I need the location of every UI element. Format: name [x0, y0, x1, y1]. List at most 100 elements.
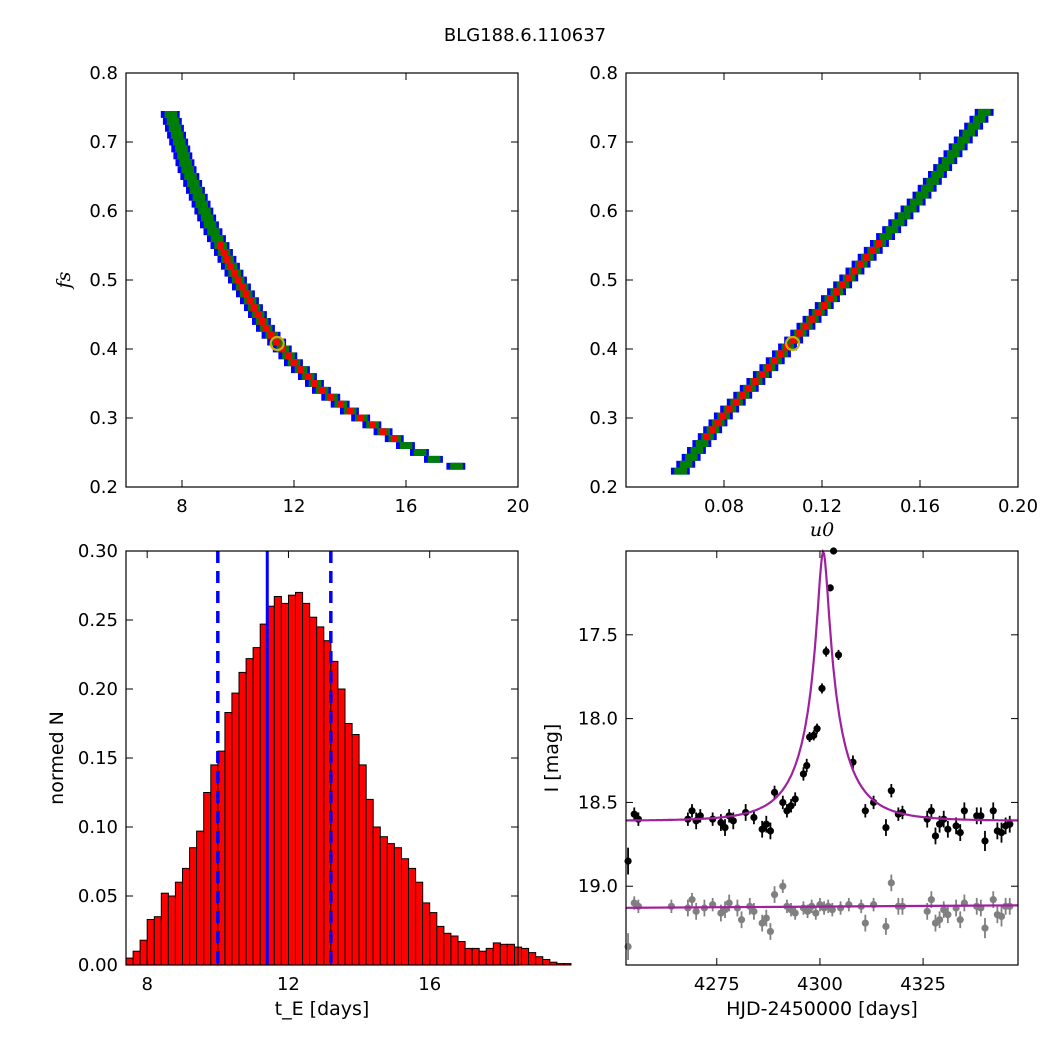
- histogram-bar: [139, 939, 148, 966]
- density-mid-cell: [926, 177, 933, 185]
- density-mid-cell: [177, 131, 184, 139]
- histogram-bar: [478, 950, 487, 966]
- histogram-bar: [344, 723, 353, 966]
- density-outer-cell: [906, 198, 913, 206]
- y-tick-label: 0.4: [89, 339, 118, 360]
- density-mid-cell: [723, 412, 730, 420]
- data-point: [725, 899, 733, 907]
- density-mid-cell: [277, 338, 284, 346]
- density-mid-cell: [674, 467, 681, 475]
- histogram-bar: [528, 952, 537, 966]
- density-mid-cell: [234, 269, 241, 277]
- data-point: [936, 916, 944, 924]
- density-inner-cell: [246, 297, 253, 305]
- histogram-bar: [443, 932, 452, 966]
- data-point: [750, 907, 758, 915]
- data-point: [717, 818, 725, 827]
- data-point: [783, 807, 791, 815]
- density-outer-cell: [833, 281, 840, 289]
- density-mid-cell: [885, 226, 892, 234]
- density-inner-cell: [318, 386, 325, 394]
- density-outer-cell: [928, 171, 935, 178]
- density-outer-cell: [969, 115, 976, 123]
- density-mid-cell: [170, 111, 178, 118]
- density-outer-cell: [953, 136, 961, 144]
- density-outer-cell: [938, 157, 945, 165]
- density-outer-cell: [200, 221, 207, 229]
- density-outer-cell: [670, 467, 678, 475]
- density-mid-cell: [203, 221, 211, 229]
- density-inner-cell: [857, 260, 864, 268]
- density-outer-cell: [733, 391, 740, 399]
- density-outer-cell: [373, 428, 380, 436]
- histogram-bar: [273, 596, 282, 966]
- density-inner-cell: [732, 398, 739, 406]
- density-mid-cell: [406, 442, 413, 449]
- data-point: [803, 907, 812, 915]
- density-mid-cell: [361, 414, 368, 422]
- data-point: [787, 802, 795, 810]
- density-mid-cell: [217, 235, 224, 243]
- data-point: [989, 807, 997, 815]
- density-outer-cell: [772, 350, 779, 358]
- data-point: [766, 927, 775, 936]
- density-outer-cell: [713, 412, 721, 420]
- density-outer-cell: [177, 166, 184, 174]
- density-outer-cell: [778, 343, 785, 351]
- histogram-bar: [471, 947, 480, 966]
- density-mid-cell: [885, 233, 893, 240]
- data-point: [923, 907, 931, 915]
- density-mid-cell: [238, 276, 245, 284]
- best-fit-marker: [269, 335, 285, 352]
- y-axis-label: I [mag]: [541, 724, 563, 793]
- density-outer-cell: [692, 440, 699, 447]
- data-point: [826, 584, 834, 592]
- histogram-bar: [386, 843, 395, 966]
- y-tick-label: 0.2: [89, 477, 118, 498]
- y-tick-label: 0.30: [78, 541, 118, 562]
- density-inner-cell: [250, 304, 257, 312]
- data-point: [630, 810, 638, 818]
- density-outer-cell: [261, 331, 268, 339]
- data-point: [944, 825, 952, 833]
- histogram-bar: [337, 688, 346, 966]
- density-outer-cell: [175, 159, 182, 167]
- y-axis-label: fs: [53, 271, 75, 290]
- x-tick-label: 4275: [694, 974, 740, 995]
- density-inner-cell: [297, 366, 304, 374]
- x-tick-label: 16: [395, 496, 418, 517]
- y-tick-label: 0.2: [589, 477, 618, 498]
- panel-lightcurve: 4275 4300 4325 17.5 18.0 18.5 19.0 HJD-2450000 …: [541, 547, 1019, 1020]
- density-mid-cell: [762, 371, 769, 378]
- density-mid-cell: [266, 324, 273, 332]
- density-mid-cell: [220, 242, 227, 249]
- density-outer-cell: [396, 442, 403, 449]
- y-tick-label: 0.8: [89, 63, 118, 84]
- histogram-bar: [436, 925, 445, 966]
- density-mid-cell: [294, 359, 301, 367]
- density-outer-cell: [922, 177, 930, 185]
- density-mid-cell: [941, 157, 949, 165]
- density-mid-cell: [450, 462, 457, 470]
- density-outer-cell: [827, 288, 834, 296]
- density-mid-cell: [962, 129, 969, 137]
- density-mid-cell: [916, 198, 923, 206]
- density-outer-cell: [312, 386, 319, 394]
- density-outer-cell: [888, 219, 895, 227]
- density-mid-cell: [855, 267, 862, 275]
- density-outer-cell: [974, 108, 981, 116]
- histogram-bar: [351, 734, 360, 966]
- histogram-bar: [372, 826, 381, 966]
- data-point: [729, 817, 737, 825]
- density-outer-cell: [912, 191, 919, 199]
- density-mid-cell: [818, 309, 825, 316]
- density-outer-cell: [851, 260, 858, 268]
- histogram-bar: [499, 943, 508, 966]
- density-mid-cell: [179, 159, 186, 167]
- density-outer-cell: [210, 242, 217, 249]
- density-outer-cell: [221, 262, 228, 270]
- density-mid-cell: [922, 191, 929, 199]
- data-point: [770, 788, 779, 796]
- density-mid-cell: [879, 240, 886, 247]
- density-mid-cell: [315, 380, 322, 387]
